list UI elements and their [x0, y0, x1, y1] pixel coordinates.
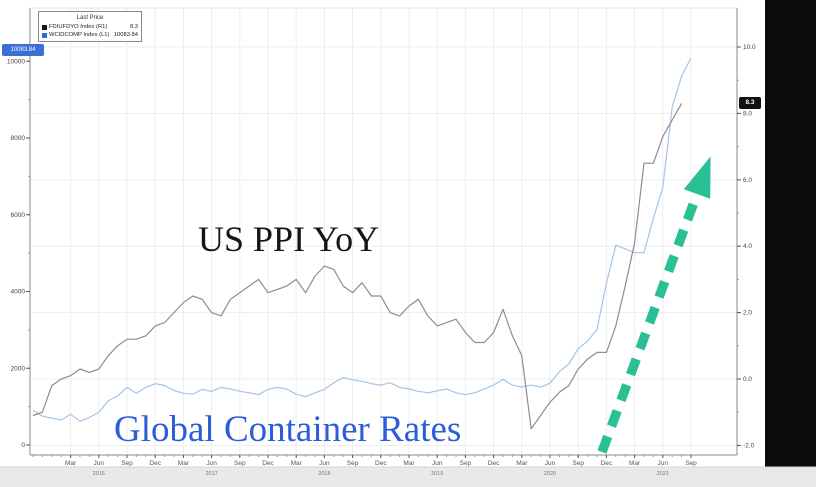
legend-item-label: FDIUFDYO Index (R1)	[49, 24, 108, 30]
container-series-swatch	[42, 32, 47, 38]
svg-text:Dec: Dec	[149, 460, 161, 467]
ppi-series-swatch	[42, 24, 47, 30]
svg-text:Dec: Dec	[601, 460, 613, 467]
last-price-badge-ppi: 8.3	[739, 97, 761, 109]
svg-text:Dec: Dec	[375, 460, 387, 467]
svg-text:10000: 10000	[7, 58, 25, 65]
svg-text:6000: 6000	[11, 212, 26, 219]
svg-text:Dec: Dec	[488, 460, 500, 467]
svg-text:0: 0	[21, 442, 25, 449]
svg-text:Sep: Sep	[572, 460, 584, 467]
svg-text:2018: 2018	[318, 471, 330, 477]
legend-title: Last Price	[76, 15, 104, 21]
legend-item-ppi: FDIUFDYO Index (R1) 8.3	[42, 23, 138, 31]
svg-text:6.0: 6.0	[743, 177, 752, 184]
svg-text:Mar: Mar	[403, 460, 415, 467]
svg-text:Mar: Mar	[65, 460, 77, 467]
svg-text:Mar: Mar	[178, 460, 190, 467]
svg-text:Sep: Sep	[121, 460, 133, 467]
svg-text:2021: 2021	[657, 471, 669, 477]
svg-text:0.0: 0.0	[743, 376, 752, 383]
svg-text:8.0: 8.0	[743, 110, 752, 117]
svg-text:8000: 8000	[11, 135, 26, 142]
ppi-annotation-text: US PPI YoY	[198, 219, 380, 259]
svg-text:Sep: Sep	[234, 460, 246, 467]
svg-text:4000: 4000	[11, 289, 26, 296]
svg-text:Jun: Jun	[658, 460, 669, 467]
svg-text:Dec: Dec	[262, 460, 274, 467]
container-rates-annotation-text: Global Container Rates	[114, 409, 462, 450]
svg-text:4.0: 4.0	[743, 243, 752, 250]
last-price-badge-container-rates: 10083.84	[2, 44, 44, 56]
chart-legend: Last Price FDIUFDYO Index (R1) 8.3 WCIDC…	[38, 11, 142, 42]
svg-text:Mar: Mar	[516, 460, 528, 467]
svg-text:2017: 2017	[205, 471, 217, 477]
legend-item-label: WCIDCOMP Index (L1)	[49, 32, 110, 38]
svg-text:Mar: Mar	[291, 460, 303, 467]
legend-item-value: 10083.84	[113, 32, 138, 38]
svg-text:2.0: 2.0	[743, 310, 752, 317]
svg-text:Jun: Jun	[206, 460, 217, 467]
svg-text:Jun: Jun	[545, 460, 556, 467]
svg-text:2020: 2020	[544, 471, 556, 477]
svg-text:-2.0: -2.0	[743, 442, 755, 449]
svg-text:Jun: Jun	[319, 460, 330, 467]
svg-text:Sep: Sep	[347, 460, 359, 467]
svg-text:2000: 2000	[11, 365, 26, 372]
svg-text:Jun: Jun	[94, 460, 105, 467]
svg-text:2016: 2016	[93, 471, 105, 477]
legend-item-container: WCIDCOMP Index (L1) 10083.84	[42, 31, 138, 39]
svg-text:Jun: Jun	[432, 460, 443, 467]
svg-text:Mar: Mar	[629, 460, 641, 467]
svg-text:Sep: Sep	[460, 460, 472, 467]
svg-text:10.0: 10.0	[743, 44, 756, 51]
svg-text:Sep: Sep	[685, 460, 697, 467]
svg-text:2019: 2019	[431, 471, 443, 477]
legend-item-value: 8.3	[129, 24, 138, 30]
